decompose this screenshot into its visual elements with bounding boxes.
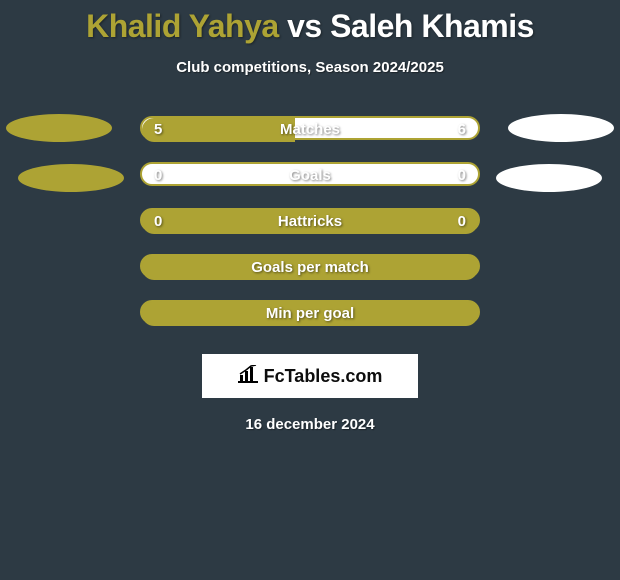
stat-label: Min per goal bbox=[266, 305, 354, 322]
stat-label: Matches bbox=[280, 121, 340, 138]
stat-value-right: 0 bbox=[458, 167, 466, 184]
player1-ellipse bbox=[18, 164, 124, 192]
stat-bar: Goals 0 0 bbox=[140, 162, 480, 186]
vs-text: vs bbox=[287, 8, 322, 44]
stat-bar: Min per goal bbox=[140, 300, 480, 324]
stat-row: Min per goal bbox=[0, 298, 620, 344]
stat-row: Goals 0 0 bbox=[0, 160, 620, 206]
stat-bar: Hattricks 0 0 bbox=[140, 208, 480, 232]
stat-row: Hattricks 0 0 bbox=[0, 206, 620, 252]
stat-label: Goals bbox=[289, 167, 331, 184]
title: Khalid Yahya vs Saleh Khamis bbox=[0, 0, 620, 45]
logo-box: FcTables.com bbox=[202, 354, 418, 398]
player1-ellipse bbox=[6, 114, 112, 142]
stat-value-left: 0 bbox=[154, 167, 162, 184]
player2-ellipse bbox=[496, 164, 602, 192]
stat-bar: Matches 5 6 bbox=[140, 116, 480, 140]
stat-bar-fill bbox=[142, 118, 295, 142]
comparison-card: Khalid Yahya vs Saleh Khamis Club compet… bbox=[0, 0, 620, 580]
stat-bar: Goals per match bbox=[140, 254, 480, 278]
stat-rows: Matches 5 6 Goals 0 0 Hattricks 0 0 Goals per mat… bbox=[0, 114, 620, 344]
stat-row: Matches 5 6 bbox=[0, 114, 620, 160]
stat-row: Goals per match bbox=[0, 252, 620, 298]
subtitle: Club competitions, Season 2024/2025 bbox=[0, 59, 620, 76]
player2-ellipse bbox=[508, 114, 614, 142]
stat-value-right: 6 bbox=[458, 121, 466, 138]
stat-value-left: 0 bbox=[154, 213, 162, 230]
logo-text: FcTables.com bbox=[264, 366, 383, 387]
player1-name: Khalid Yahya bbox=[86, 8, 279, 44]
stat-label: Hattricks bbox=[278, 213, 342, 230]
chart-icon bbox=[238, 365, 258, 388]
date: 16 december 2024 bbox=[0, 416, 620, 433]
stat-value-right: 0 bbox=[458, 213, 466, 230]
stat-value-left: 5 bbox=[154, 121, 162, 138]
stat-label: Goals per match bbox=[251, 259, 369, 276]
player2-name: Saleh Khamis bbox=[330, 8, 534, 44]
